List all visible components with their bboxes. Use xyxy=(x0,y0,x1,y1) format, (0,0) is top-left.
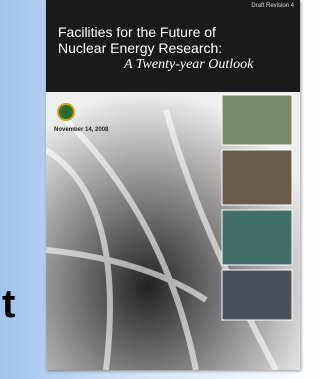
title-band: Draft Revision 4 Facilities for the Futu… xyxy=(46,0,300,92)
title-line: Nuclear Energy Research: xyxy=(58,40,222,56)
doe-seal xyxy=(58,104,74,120)
photo-4 xyxy=(222,270,292,320)
subtitle: A Twenty-year Outlook xyxy=(124,57,253,73)
date: November 14, 2008 xyxy=(54,127,108,133)
report-cover: Draft Revision 4 Facilities for the Futu… xyxy=(46,0,300,370)
photo-3 xyxy=(222,210,292,265)
page: t Draft Revision 4 Facilities for the Fu… xyxy=(0,0,311,379)
slide-text-fragment: t xyxy=(2,282,15,327)
title-line: Facilities for the Future of xyxy=(58,24,216,40)
photo-2 xyxy=(222,150,292,205)
photo-1 xyxy=(222,95,292,145)
draft-label: Draft Revision 4 xyxy=(251,3,294,9)
